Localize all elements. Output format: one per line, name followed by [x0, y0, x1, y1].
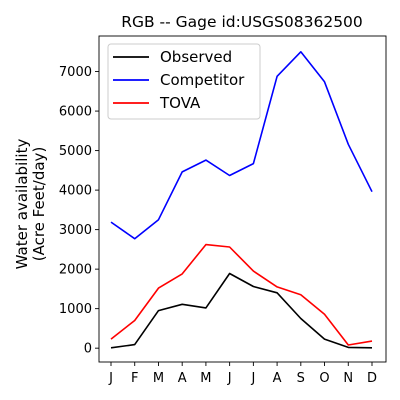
x-tick-label: J: [108, 371, 113, 386]
x-tick-label: A: [178, 371, 187, 386]
legend-box: [107, 43, 261, 120]
y-tick-label: 3000: [59, 223, 92, 238]
plot-frame: [98, 35, 387, 363]
y-tick-label: 6000: [59, 105, 92, 120]
y-axis-label: Water availability (Acre Feet/day): [13, 139, 48, 270]
series-line-tova: [110, 243, 373, 346]
y-tick-label: 2000: [59, 263, 92, 278]
x-tick-label: S: [297, 371, 305, 386]
plot-area: J F M A M J J A S O N D0100020003000400050006000700…: [59, 35, 387, 386]
x-tick-label: M: [153, 371, 164, 386]
series-line-competitor: [110, 50, 373, 240]
series-line-observed: [110, 272, 373, 349]
legend-label-competitor: Competitor: [160, 71, 245, 89]
legend: Observed Competitor TOVA: [107, 43, 261, 120]
x-tick-label: J: [227, 371, 232, 386]
legend-label-observed: Observed: [160, 48, 232, 66]
y-axis-label-line-1: Water availability: [13, 139, 31, 270]
x-tick-label: F: [131, 371, 138, 386]
x-tick-label: M: [200, 371, 211, 386]
x-tick-label: N: [343, 371, 353, 386]
y-tick-label: 0: [84, 342, 92, 357]
x-tick-label: O: [319, 371, 329, 386]
chart-title: RGB -- Gage id:USGS08362500: [121, 13, 363, 31]
y-tick-label: 5000: [59, 144, 92, 159]
x-tick-label: D: [367, 371, 377, 386]
x-tick-label: J: [250, 371, 255, 386]
y-tick-label: 4000: [59, 184, 92, 199]
legend-label-tova: TOVA: [159, 94, 201, 112]
y-axis-label-line-2: (Acre Feet/day): [30, 147, 48, 262]
x-tick-label: A: [273, 371, 282, 386]
y-tick-label: 7000: [59, 65, 92, 80]
y-tick-label: 1000: [59, 302, 92, 317]
